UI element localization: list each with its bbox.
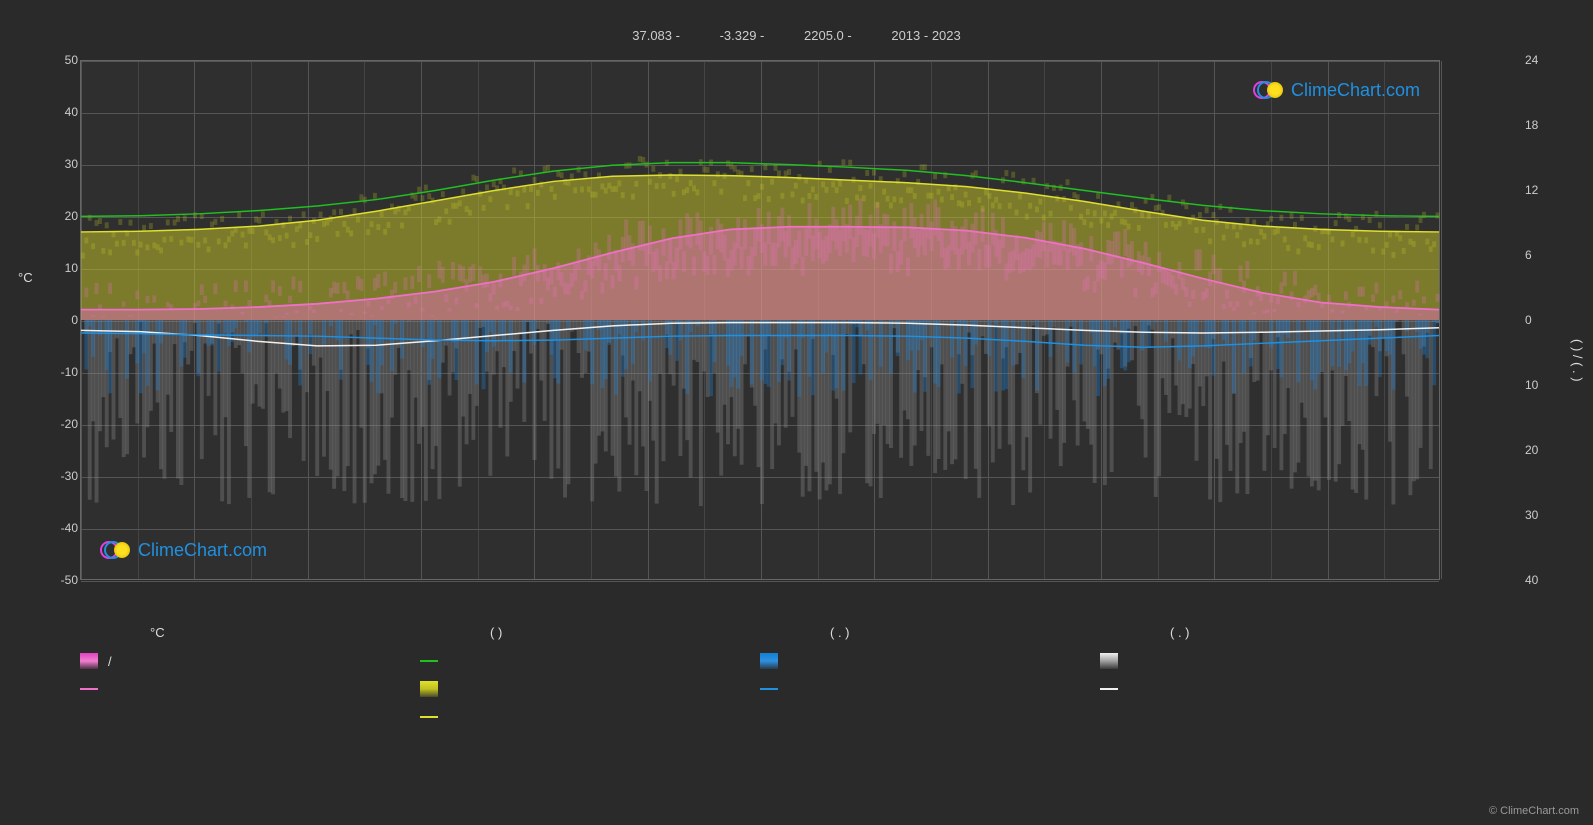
legend-swatch-white-line: [1100, 688, 1118, 690]
brand-logo-icon: [1253, 78, 1285, 102]
y-tick-right: 24: [1525, 53, 1563, 67]
y-tick-right: 18: [1525, 118, 1563, 132]
y-tick-left: -50: [40, 573, 78, 587]
meta-elev: 2205.0 -: [804, 28, 852, 43]
legend-swatch-pink-gradient: [80, 653, 98, 669]
legend-swatch-yellow-line: [420, 716, 438, 718]
meta-years: 2013 - 2023: [891, 28, 960, 43]
legend: °C ( ) ( . ) ( . ) /: [80, 625, 1440, 726]
legend-header: °C: [80, 625, 420, 640]
y-tick-left: -30: [40, 469, 78, 483]
legend-swatch-blue-line: [760, 688, 778, 690]
legend-item: [420, 708, 760, 726]
chart-svg: [81, 61, 1439, 579]
watermark-top: ClimeChart.com: [1253, 78, 1420, 102]
y-tick-left: 20: [40, 209, 78, 223]
y-axis-right: 2418126010203040: [1525, 60, 1563, 580]
y-tick-right: 0: [1525, 313, 1563, 327]
plot-area: [80, 60, 1440, 580]
y-tick-left: 10: [40, 261, 78, 275]
legend-item: [420, 652, 760, 670]
legend-item: [760, 652, 1100, 670]
y-tick-left: -40: [40, 521, 78, 535]
watermark-bottom: ClimeChart.com: [100, 538, 267, 562]
brand-text: ClimeChart.com: [138, 540, 267, 561]
y-tick-left: 40: [40, 105, 78, 119]
y-tick-right: 12: [1525, 183, 1563, 197]
legend-swatch-green-line: [420, 660, 438, 662]
legend-swatch-grey-gradient: [1100, 653, 1118, 669]
y-tick-right: 30: [1525, 508, 1563, 522]
brand-text: ClimeChart.com: [1291, 80, 1420, 101]
y-axis-left-label: °C: [18, 270, 33, 285]
legend-swatch-yellow-gradient: [420, 681, 438, 697]
y-tick-left: -10: [40, 365, 78, 379]
y-tick-left: -20: [40, 417, 78, 431]
y-tick-right: 40: [1525, 573, 1563, 587]
legend-item: [1100, 652, 1440, 670]
legend-item: [80, 680, 420, 698]
y-axis-left: -50-40-30-20-1001020304050: [40, 60, 78, 580]
legend-item: [1100, 680, 1440, 698]
y-tick-left: 0: [40, 313, 78, 327]
y-tick-right: 6: [1525, 248, 1563, 262]
y-tick-right: 20: [1525, 443, 1563, 457]
y-tick-left: 50: [40, 53, 78, 67]
copyright-text: © ClimeChart.com: [1489, 805, 1579, 817]
y-axis-right-label: ( ) / ( . ): [1570, 160, 1585, 560]
chart-metadata: 37.083 - -3.329 - 2205.0 - 2013 - 2023: [0, 28, 1593, 43]
legend-item: [760, 680, 1100, 698]
y-tick-left: 30: [40, 157, 78, 171]
legend-header: ( ): [420, 625, 760, 640]
legend-swatch-pink-line: [80, 688, 98, 690]
brand-logo-icon: [100, 538, 132, 562]
meta-lat: 37.083 -: [632, 28, 680, 43]
meta-lon: -3.329 -: [720, 28, 765, 43]
y-tick-right: 10: [1525, 378, 1563, 392]
legend-item: [420, 680, 760, 698]
legend-label: /: [108, 654, 112, 669]
legend-item: /: [80, 652, 420, 670]
legend-header: ( . ): [1100, 625, 1440, 640]
legend-header: ( . ): [760, 625, 1100, 640]
legend-swatch-blue-gradient: [760, 653, 778, 669]
chart-area: ClimeChart.com ClimeChart.com: [80, 60, 1440, 580]
